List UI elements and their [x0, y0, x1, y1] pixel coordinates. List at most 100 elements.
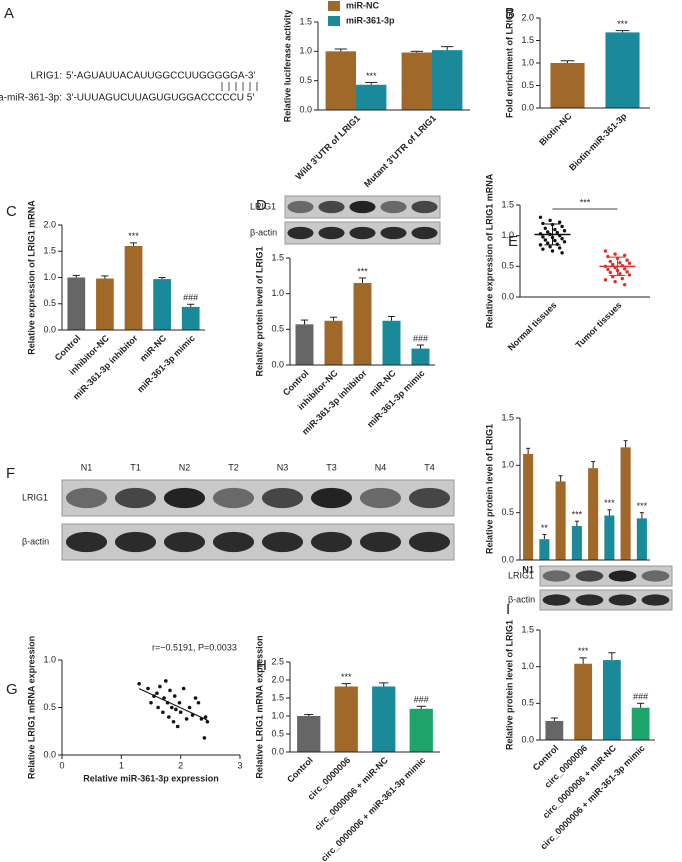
x-tick-label: circ_0000006 + miR-361-3p mimic [538, 743, 646, 851]
data-point [620, 276, 624, 281]
x-tick-label: 2 [178, 760, 183, 770]
y-tick-label: 1.5 [43, 246, 56, 256]
data-point [625, 258, 629, 262]
bar [602, 660, 621, 740]
seq-label: hsa-miR-361-3p: [0, 93, 62, 104]
data-point [548, 218, 552, 223]
x-tick-label: miR-361-3p mimic [365, 368, 427, 430]
blot-band [261, 487, 304, 509]
significance: *** [637, 501, 648, 511]
data-point [162, 696, 166, 700]
blot-strip [539, 565, 673, 587]
panel-label: I [506, 601, 510, 618]
data-point [627, 261, 632, 265]
y-tick-label: 0.5 [271, 324, 284, 334]
bar [411, 348, 430, 365]
significance: ### [183, 293, 198, 303]
data-point [149, 700, 153, 705]
bar [605, 32, 640, 108]
lane-label: N3 [277, 462, 289, 472]
data-point [546, 230, 550, 234]
significance: *** [578, 646, 589, 656]
y-tick-label: 0.5 [43, 298, 56, 308]
data-point [608, 259, 612, 264]
panel-label: G [6, 681, 18, 698]
data-point [178, 710, 183, 715]
y-tick-label: 2.0 [521, 12, 534, 22]
data-point [171, 719, 176, 724]
x-tick-label: 1 [119, 760, 124, 770]
x-tick-label: Normal tissues [506, 300, 559, 353]
blot-band [608, 594, 637, 606]
bar [631, 707, 650, 740]
y-tick-label: 2.0 [271, 674, 284, 684]
data-point [562, 229, 567, 233]
bar [181, 306, 200, 330]
bar [356, 84, 387, 110]
data-point [606, 267, 610, 272]
data-point [553, 238, 557, 243]
data-point [193, 696, 198, 700]
blot-band [641, 570, 670, 582]
lane-label: T2 [228, 462, 239, 472]
significance: *** [357, 266, 368, 276]
y-tick-label: 1.0 [501, 460, 514, 470]
y-tick-label: 0.5 [521, 698, 534, 708]
bar [550, 63, 585, 108]
y-tick-label: 0.0 [43, 749, 56, 759]
data-point [613, 279, 617, 284]
y-axis-label: Relative protein level of LRIG1 [484, 424, 494, 554]
data-point [137, 681, 141, 686]
y-tick-label: 1.5 [521, 624, 534, 634]
x-tick-label: 0 [59, 760, 64, 770]
bar [325, 51, 356, 110]
panel-label: C [6, 203, 17, 220]
blot-band [65, 531, 108, 553]
bar [588, 468, 599, 560]
bar [432, 50, 463, 110]
bar [401, 52, 432, 110]
data-point [161, 710, 165, 715]
lane-label: N1 [81, 462, 93, 472]
blot-band [114, 487, 157, 509]
data-point [627, 273, 632, 277]
data-point [555, 242, 559, 246]
lane-label: N2 [179, 462, 191, 472]
y-tick-label: 0.0 [43, 324, 56, 334]
panel-label: H [256, 657, 267, 674]
y-tick-label: 1.0 [501, 230, 514, 240]
x-axis-label: Relative miR-361-3p expression [83, 773, 219, 783]
data-point [562, 240, 567, 244]
data-point [623, 283, 627, 287]
y-tick-label: 0.0 [501, 554, 514, 564]
y-tick-label: 1.0 [521, 661, 534, 671]
data-point [146, 686, 150, 691]
blot-band [212, 487, 255, 509]
y-tick-label: 1.0 [43, 654, 56, 664]
y-tick-label: 0.5 [501, 507, 514, 517]
data-point [172, 694, 177, 698]
x-tick-label: Tumor tissues [573, 300, 623, 350]
y-axis-label: Relative protein level of LRIG1 [504, 620, 514, 750]
lane-label: T1 [130, 462, 141, 472]
data-point [618, 260, 622, 265]
bar [382, 320, 401, 365]
seq-label: LRIG1: [30, 71, 62, 82]
sequence: 3'-UUUAGUCUUAGUGUGGACCCCCU 5' [66, 93, 254, 104]
y-axis-label: Relative protein level of LRIG1 [254, 246, 264, 376]
bar [96, 278, 114, 330]
data-point [184, 717, 189, 721]
bar [409, 708, 433, 752]
data-point [164, 679, 168, 683]
x-tick-label: Biotin-miR-361-3p [567, 111, 629, 173]
x-tick-label: N1 [522, 564, 534, 574]
data-point [618, 271, 622, 276]
blot-band [287, 200, 314, 214]
y-tick-label: 2.0 [43, 219, 56, 229]
significance: ### [414, 695, 429, 705]
blot-strip [539, 589, 673, 611]
blot-band [65, 487, 108, 509]
data-point [538, 243, 543, 247]
data-point [543, 226, 547, 231]
bar [604, 515, 615, 560]
